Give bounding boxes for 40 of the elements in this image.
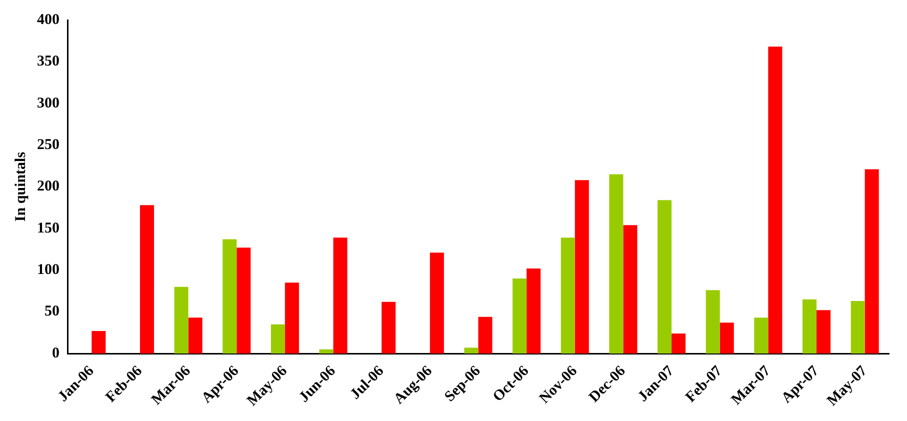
- y-tick-label: 300: [37, 95, 60, 112]
- bar: [188, 318, 202, 354]
- bar: [658, 200, 672, 354]
- bar: [270, 324, 285, 354]
- bar: [802, 299, 817, 354]
- bar: [768, 46, 782, 354]
- bar: [512, 278, 527, 354]
- bar: [464, 348, 478, 354]
- y-tick-label: 200: [37, 178, 60, 195]
- bar: [720, 322, 734, 354]
- bar: [609, 174, 624, 354]
- bar: [382, 302, 396, 354]
- bar: [623, 225, 638, 354]
- bar: [560, 238, 575, 354]
- bar: [526, 268, 541, 354]
- y-tick-label: 50: [44, 304, 60, 320]
- bar: [284, 282, 299, 354]
- bar: [222, 239, 237, 354]
- bar: [672, 334, 686, 354]
- bar: [174, 286, 188, 354]
- bar: [236, 248, 251, 354]
- bar: [754, 318, 768, 354]
- bar: [864, 169, 879, 354]
- y-tick-label: 100: [37, 262, 60, 278]
- y-tick-label: 350: [37, 54, 60, 70]
- y-axis-title: In quintals: [12, 152, 29, 222]
- bar: [574, 180, 589, 354]
- bar: [850, 300, 865, 354]
- y-tick-label: 400: [37, 12, 60, 28]
- bar: [430, 252, 444, 354]
- bar: [92, 331, 106, 354]
- bar: [333, 238, 348, 354]
- y-tick-label: 0: [52, 345, 60, 362]
- y-tick-label: 250: [37, 136, 60, 153]
- bar: [140, 205, 154, 354]
- bar: [706, 290, 720, 354]
- y-tick-label: 150: [37, 220, 60, 236]
- bar: [319, 349, 334, 354]
- bar: [478, 316, 492, 354]
- bar: [816, 310, 831, 354]
